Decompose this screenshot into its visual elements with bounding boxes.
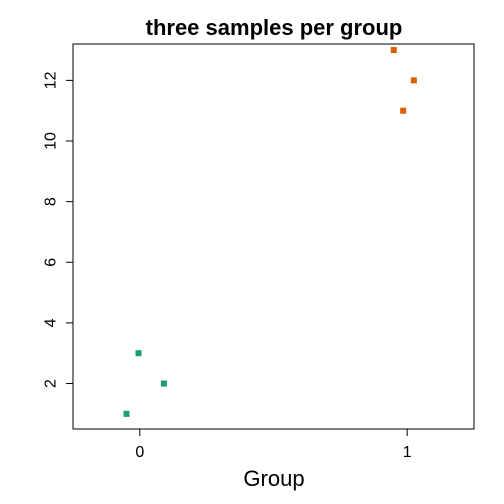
plot-area-frame — [72, 43, 475, 430]
data-point — [390, 47, 397, 54]
y-tick-label: 8 — [43, 197, 60, 206]
x-tick-label: 0 — [135, 444, 144, 461]
data-point — [135, 350, 142, 357]
chart-title: three samples per group — [146, 15, 403, 40]
data-point — [123, 410, 130, 417]
x-tick-label: 1 — [403, 444, 412, 461]
y-tick-label: 12 — [43, 71, 60, 89]
y-tick-label: 6 — [43, 258, 60, 267]
data-point — [410, 77, 417, 84]
data-points — [123, 47, 417, 417]
y-tick-label: 10 — [43, 132, 60, 150]
data-point — [160, 380, 167, 387]
data-point — [400, 107, 407, 114]
x-axis-label: Group — [243, 466, 304, 491]
y-axis: 2 4 6 8 10 12 — [43, 71, 74, 388]
y-tick-label: 4 — [43, 318, 60, 327]
y-tick-label: 2 — [43, 379, 60, 388]
